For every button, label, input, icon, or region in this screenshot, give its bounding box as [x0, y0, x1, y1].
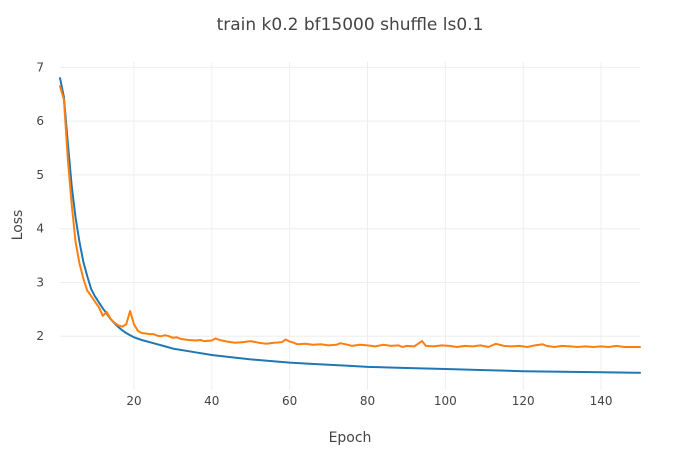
x-tick-label: 60	[282, 394, 297, 408]
x-tick-label: 120	[512, 394, 535, 408]
y-tick-label: 4	[36, 222, 44, 236]
gridlines	[60, 62, 640, 390]
y-axis-title: Loss	[10, 210, 26, 241]
series-layer	[59, 77, 641, 374]
y-tick-label: 3	[36, 275, 44, 289]
series-line-2	[59, 85, 641, 348]
y-tick-label: 2	[36, 329, 44, 343]
x-axis-title: Epoch	[329, 430, 372, 446]
series-line-1	[59, 77, 641, 374]
x-tick-label: 140	[590, 394, 613, 408]
x-tick-label: 20	[126, 394, 141, 408]
y-tick-label: 6	[36, 114, 44, 128]
tick-labels: 20 40 60 80 100 120 140 2 3 4 5 6 7	[36, 60, 612, 408]
x-tick-label: 40	[204, 394, 219, 408]
x-tick-label: 100	[434, 394, 457, 408]
y-tick-label: 7	[36, 60, 44, 74]
chart-title: train k0.2 bf15000 shuffle ls0.1	[217, 15, 484, 35]
x-tick-label: 80	[360, 394, 375, 408]
y-tick-label: 5	[36, 168, 44, 182]
